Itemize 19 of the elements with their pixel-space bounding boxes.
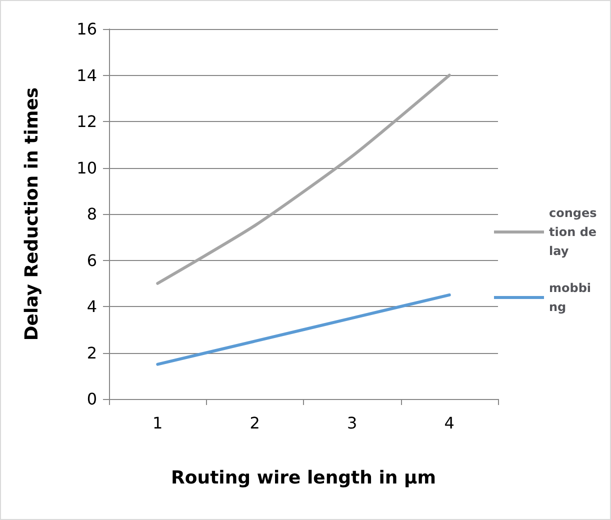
y-tick-label: 12 bbox=[76, 112, 97, 131]
y-axis-title: Delay Reduction in times bbox=[22, 87, 42, 341]
y-tick-label: 4 bbox=[86, 297, 97, 316]
line-series bbox=[156, 293, 451, 366]
legend-label: congestion delay bbox=[549, 206, 597, 258]
y-tick-label: 6 bbox=[86, 250, 97, 270]
y-tick-label: 16 bbox=[76, 20, 97, 38]
x-axis-title: Routing wire length in µm bbox=[171, 468, 436, 488]
y-tick-label: 10 bbox=[76, 158, 97, 178]
line-series bbox=[156, 74, 451, 285]
x-tick-label: 1 bbox=[152, 414, 163, 432]
x-tick-label: 2 bbox=[250, 414, 260, 432]
y-tick-label: 14 bbox=[76, 66, 97, 85]
x-tick-label: 4 bbox=[444, 414, 454, 432]
y-tick-label: 0 bbox=[86, 390, 97, 408]
x-tick-label: 3 bbox=[347, 414, 358, 432]
y-tick-label: 8 bbox=[86, 204, 97, 224]
legend-label: mobbing bbox=[549, 281, 592, 314]
y-tick-label: 2 bbox=[86, 343, 97, 362]
